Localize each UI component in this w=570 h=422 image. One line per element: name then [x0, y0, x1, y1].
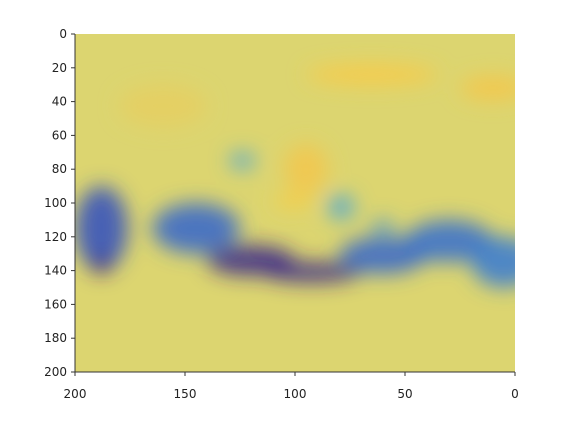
y-tick-label: 120 — [44, 230, 67, 244]
y-tick-label: 0 — [59, 27, 67, 41]
axes: 0 20 40 60 80 100 120 140 160 180 200 200 150 100 50 0 — [44, 27, 519, 401]
y-tick-label: 200 — [44, 365, 67, 379]
y-tick-label: 180 — [44, 331, 67, 345]
heatmap-blob — [152, 203, 240, 254]
x-tick-label: 100 — [284, 387, 307, 401]
y-tick-label: 80 — [52, 162, 67, 176]
heatmap-blob — [92, 257, 111, 274]
heatmap-blob — [262, 262, 361, 283]
heatmap-field — [75, 64, 515, 288]
y-tick-label: 60 — [52, 128, 67, 142]
heatmap-blob — [460, 76, 515, 100]
x-tick-label: 200 — [64, 387, 87, 401]
heatmap-blob — [75, 186, 128, 271]
heatmap-blob — [339, 236, 427, 274]
plot-area — [75, 34, 515, 372]
x-tick-label: 50 — [397, 387, 412, 401]
x-tick-label: 0 — [511, 387, 519, 401]
x-tick-label: 150 — [174, 387, 197, 401]
y-tick-label: 20 — [52, 61, 67, 75]
heatmap-blob — [405, 219, 493, 263]
heatmap-blob — [229, 152, 256, 170]
y-tick-label: 100 — [44, 196, 67, 210]
y-tick-label: 160 — [44, 297, 67, 311]
y-tick-label: 140 — [44, 264, 67, 278]
heatmap-blob — [306, 64, 438, 85]
heatmap-blob — [471, 236, 515, 288]
heatmap-blob — [372, 219, 394, 234]
heatmap-blob — [328, 194, 355, 220]
heatmap-blob — [273, 194, 313, 209]
heatmap-blob — [284, 143, 328, 195]
heatmap-blob — [119, 84, 207, 127]
y-tick-label: 40 — [52, 95, 67, 109]
